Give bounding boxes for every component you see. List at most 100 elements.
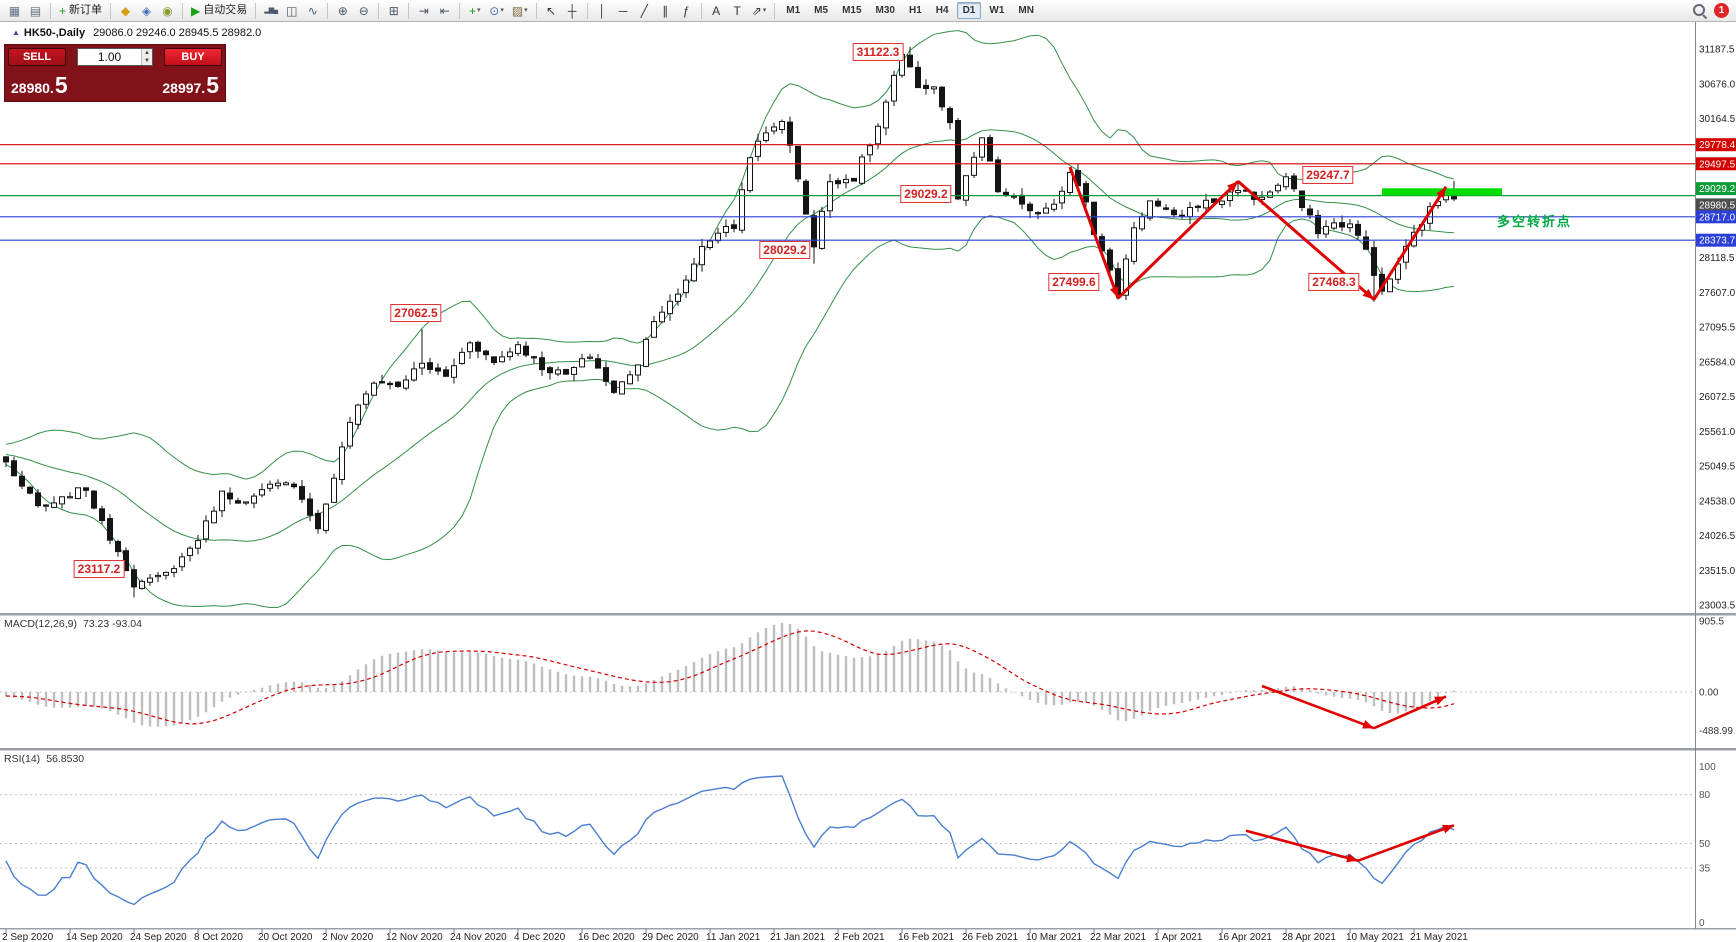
price-callout[interactable]: 27468.3 <box>1308 272 1360 291</box>
price-callout[interactable]: 23117.2 <box>73 560 125 579</box>
svg-text:16 Dec 2020: 16 Dec 2020 <box>578 932 635 942</box>
chart-shift-icon[interactable]: ⇤ <box>439 3 450 18</box>
fibonacci-icon[interactable]: ƒ <box>682 3 690 18</box>
chevron-down-icon: ▾ <box>500 7 504 14</box>
zoom-out-icon[interactable]: ⊖ <box>358 3 369 18</box>
profiles-icon[interactable]: ▤ <box>29 3 42 18</box>
new-order-button[interactable]: + 新订单 <box>59 3 103 18</box>
toolbar-separator <box>700 2 702 19</box>
chart-header: ▲ HK50-,Daily 29086.0 29246.0 28945.5 2898… <box>12 27 261 39</box>
toolbar-separator <box>255 2 257 19</box>
price-callout[interactable]: 28029.2 <box>759 240 811 259</box>
sell-price: 28980. 5 <box>11 71 68 98</box>
chevron-down-icon: ▾ <box>477 7 481 14</box>
svg-text:29 Dec 2020: 29 Dec 2020 <box>642 932 699 942</box>
svg-text:20 Oct 2020: 20 Oct 2020 <box>258 932 313 942</box>
price-callout[interactable]: 29247.7 <box>1302 165 1354 184</box>
label-icon[interactable]: T <box>733 3 741 18</box>
svg-text:25049.5: 25049.5 <box>1699 462 1736 473</box>
new-chart-icon[interactable]: ▦ <box>8 3 21 18</box>
timeframe-mn-button[interactable]: MN <box>1018 5 1034 16</box>
toolbar-separator <box>110 2 112 19</box>
notification-badge[interactable]: 1 <box>1714 3 1729 18</box>
svg-text:30676.0: 30676.0 <box>1699 79 1736 90</box>
svg-text:16 Feb 2021: 16 Feb 2021 <box>898 932 955 942</box>
timeframe-m1-button[interactable]: M1 <box>786 5 801 16</box>
periods-icon[interactable]: ⊙ ▾ <box>489 3 504 18</box>
svg-text:8 Oct 2020: 8 Oct 2020 <box>194 932 243 942</box>
channel-icon[interactable]: ∥ <box>662 3 669 18</box>
lot-size-input[interactable]: 1.00 ▲ ▼ <box>77 48 153 66</box>
metaeditor-icon[interactable]: ◉ <box>162 3 173 18</box>
trendline-icon[interactable]: ╱ <box>640 3 648 18</box>
svg-text:2 Sep 2020: 2 Sep 2020 <box>2 932 54 942</box>
autotrading-button[interactable]: ▶ 自动交易 <box>191 3 248 18</box>
cursor-icon[interactable]: ↖ <box>546 3 557 18</box>
bar-chart-icon[interactable]: ▂▆▄ <box>264 7 278 14</box>
svg-text:25561.0: 25561.0 <box>1699 427 1736 438</box>
svg-text:100: 100 <box>1699 762 1716 773</box>
vertical-line-icon[interactable]: │ <box>598 3 606 18</box>
timeframe-d1-button[interactable]: D1 <box>956 2 982 19</box>
svg-text:22 Mar 2021: 22 Mar 2021 <box>1090 932 1147 942</box>
sell-button[interactable]: SELL <box>8 48 66 66</box>
svg-text:28 Apr 2021: 28 Apr 2021 <box>1282 932 1336 942</box>
svg-text:28118.5: 28118.5 <box>1699 253 1735 264</box>
svg-text:11 Jan 2021: 11 Jan 2021 <box>706 932 761 942</box>
lot-size-value: 1.00 <box>97 50 122 64</box>
symbol-marker-icon: ▲ <box>12 28 20 37</box>
timeframe-w1-button[interactable]: W1 <box>989 5 1005 16</box>
timeframe-m5-button[interactable]: M5 <box>814 5 829 16</box>
time-axis[interactable]: 2 Sep 2020 14 Sep 2020 24 Sep 2020 8 Oct 20… <box>2 929 1468 942</box>
horizontal-line-icon[interactable]: ─ <box>618 3 628 18</box>
svg-text:0.00: 0.00 <box>1699 688 1719 699</box>
timeframe-h4-button[interactable]: H4 <box>935 5 949 16</box>
candlestick-chart-icon[interactable]: ◫ <box>286 3 298 18</box>
svg-text:23003.5: 23003.5 <box>1699 601 1736 612</box>
svg-text:26 Feb 2021: 26 Feb 2021 <box>962 932 1019 942</box>
tile-windows-icon[interactable]: ⊞ <box>388 3 399 18</box>
buy-button[interactable]: BUY <box>164 48 222 66</box>
rsi-line <box>5 775 1455 906</box>
lot-increase-button[interactable]: ▲ <box>142 49 152 57</box>
arrows-icon[interactable]: ⇗ ▾ <box>751 3 767 18</box>
svg-text:28373.7: 28373.7 <box>1699 236 1736 247</box>
svg-text:30164.5: 30164.5 <box>1699 114 1736 125</box>
symbol-period-label: HK50-,Daily <box>23 27 86 39</box>
price-callout[interactable]: 29029.2 <box>900 184 952 203</box>
trend-arrows[interactable] <box>1068 166 1448 301</box>
svg-text:29497.5: 29497.5 <box>1699 159 1736 170</box>
timeframe-h1-button[interactable]: H1 <box>908 5 922 16</box>
one-click-trading-panel: SELL 1.00 ▲ ▼ BUY 28980. 5 28997. 5 <box>4 44 226 102</box>
toolbar-separator <box>378 2 380 19</box>
svg-text:24 Sep 2020: 24 Sep 2020 <box>130 932 187 942</box>
line-chart-icon[interactable]: ∿ <box>307 3 318 18</box>
auto-scroll-icon[interactable]: ⇥ <box>418 3 429 18</box>
svg-text:1 Apr 2021: 1 Apr 2021 <box>1154 932 1203 942</box>
search-icon[interactable] <box>1693 3 1707 18</box>
indicators-icon[interactable]: + ▾ <box>468 3 481 18</box>
toolbar-separator <box>182 2 184 19</box>
text-icon[interactable]: A <box>712 3 721 18</box>
toolbar-separator <box>408 2 410 19</box>
templates-icon[interactable]: ▨ ▾ <box>511 3 528 18</box>
svg-text:0: 0 <box>1699 918 1705 929</box>
price-callout[interactable]: 31122.3 <box>852 43 904 62</box>
market-watch-icon[interactable]: ◆ <box>120 3 131 18</box>
turning-point-label[interactable]: 多空转折点 <box>1497 214 1573 229</box>
timeframe-m30-button[interactable]: M30 <box>875 5 895 16</box>
lot-decrease-button[interactable]: ▼ <box>142 57 152 65</box>
price-callout[interactable]: 27499.6 <box>1048 272 1100 291</box>
ohlc-values: 29086.0 29246.0 28945.5 28982.0 <box>93 27 262 39</box>
zoom-in-icon[interactable]: ⊕ <box>337 3 348 18</box>
svg-text:24026.5: 24026.5 <box>1699 531 1736 542</box>
crosshair-icon[interactable]: ┼ <box>567 3 577 18</box>
svg-text:27095.5: 27095.5 <box>1699 323 1736 334</box>
timeframe-m15-button[interactable]: M15 <box>842 5 862 16</box>
price-callout[interactable]: 27062.5 <box>390 304 442 323</box>
price-axis[interactable]: 31187.5 30676.0 30164.5 28118.5 27607.0 27095… <box>1699 45 1736 612</box>
svg-text:16 Apr 2021: 16 Apr 2021 <box>1218 932 1272 942</box>
data-window-icon[interactable]: ◈ <box>141 3 152 18</box>
svg-text:2 Nov 2020: 2 Nov 2020 <box>322 932 374 942</box>
